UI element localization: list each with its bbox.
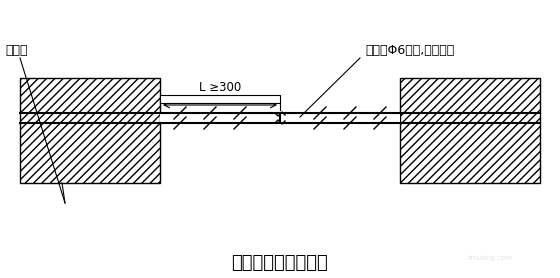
Bar [160,113,400,123]
Bar [20,78,160,183]
Text: 墙内置Φ6钢筋,贯通全长: 墙内置Φ6钢筋,贯通全长 [365,43,454,56]
Text: L ≥300: L ≥300 [199,81,241,93]
Text: zhulong.com: zhulong.com [468,255,512,261]
Bar [400,78,540,183]
Bar [160,95,280,103]
Text: 拉结筋与结构柱作法: 拉结筋与结构柱作法 [232,254,328,272]
Text: 结构柱: 结构柱 [5,43,27,56]
